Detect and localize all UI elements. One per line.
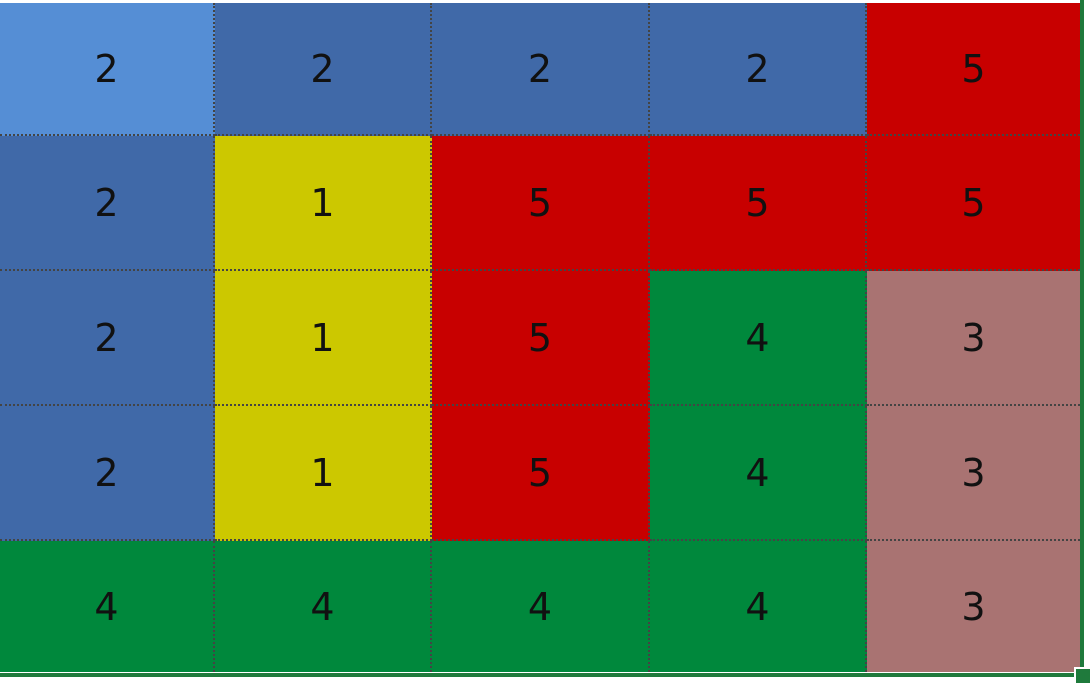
cell[interactable]: 5 <box>650 136 867 271</box>
cell[interactable]: 3 <box>867 541 1080 672</box>
cell[interactable]: 2 <box>0 136 215 271</box>
cell[interactable]: 5 <box>867 136 1080 271</box>
cell[interactable]: 4 <box>0 541 215 672</box>
cell[interactable]: 4 <box>432 541 650 672</box>
cell[interactable]: 4 <box>650 271 867 406</box>
cell[interactable]: 2 <box>650 3 867 136</box>
cell[interactable]: 2 <box>0 271 215 406</box>
cell[interactable]: 4 <box>215 541 432 672</box>
cell[interactable]: 3 <box>867 271 1080 406</box>
cell[interactable]: 2 <box>0 3 215 136</box>
cell[interactable]: 2 <box>0 406 215 541</box>
cell[interactable]: 3 <box>867 406 1080 541</box>
cell[interactable]: 5 <box>432 136 650 271</box>
cell[interactable]: 1 <box>215 136 432 271</box>
fill-handle[interactable] <box>1074 667 1090 685</box>
selection-border-right <box>1080 0 1084 677</box>
cell[interactable]: 2 <box>432 3 650 136</box>
cell[interactable]: 5 <box>432 406 650 541</box>
cell[interactable]: 1 <box>215 271 432 406</box>
cell[interactable]: 4 <box>650 541 867 672</box>
cell[interactable]: 4 <box>650 406 867 541</box>
cell[interactable]: 5 <box>867 3 1080 136</box>
cell[interactable]: 5 <box>432 271 650 406</box>
selection-border-bottom <box>0 673 1084 677</box>
cell[interactable]: 2 <box>215 3 432 136</box>
cell[interactable]: 1 <box>215 406 432 541</box>
